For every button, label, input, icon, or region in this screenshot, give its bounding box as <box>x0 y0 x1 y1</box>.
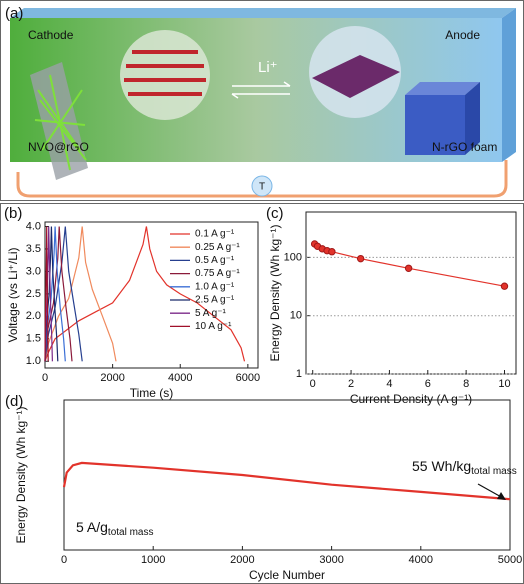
line <box>44 226 66 362</box>
panel-a: (a) Cathode Anode Li⁺ NVO@rGO N-rGO foam… <box>0 0 524 201</box>
arrow-head <box>231 93 239 99</box>
line <box>44 226 53 362</box>
x-tick-label: 0 <box>61 554 67 566</box>
graphene-sheet <box>312 55 400 98</box>
x-tick-label: 0 <box>42 372 48 384</box>
y-tick-label: 100 <box>284 251 302 263</box>
annotation: 5 A/gtotal mass <box>76 519 154 538</box>
legend-label: 0.25 A g⁻¹ <box>195 242 240 253</box>
plot-area <box>305 211 517 375</box>
y-tick-label: 3.0 <box>26 265 41 277</box>
x-tick-label: 6 <box>425 378 431 390</box>
label: T <box>259 182 265 193</box>
x-tick-label: 1000 <box>141 554 165 566</box>
annotation-subscript: total mass <box>471 466 517 477</box>
x-tick-label: 5000 <box>498 554 522 566</box>
annotation: 55 Wh/kgtotal mass <box>412 458 517 477</box>
legend-label: 2.5 A g⁻¹ <box>195 295 235 306</box>
x-tick-label: 2000 <box>230 554 254 566</box>
legend-label: 1.0 A g⁻¹ <box>195 281 235 292</box>
line <box>44 226 246 362</box>
label: Li⁺ <box>258 59 278 76</box>
y-axis-label: Energy Density (Wh kg⁻¹) <box>268 224 282 361</box>
arrow-head <box>283 81 291 87</box>
x-axis-label: Current Density (A g⁻¹) <box>350 392 472 406</box>
y-tick-label: 10 <box>290 310 302 322</box>
line <box>44 226 117 362</box>
legend-label: 0.1 A g⁻¹ <box>195 229 235 240</box>
panel-label: (a) <box>5 5 23 22</box>
plot-area <box>44 221 259 369</box>
line <box>44 226 83 362</box>
plot-area <box>63 399 511 551</box>
legend-label: 0.75 A g⁻¹ <box>195 268 240 279</box>
label: N-rGO foam <box>432 140 497 154</box>
annotation-text: 55 Wh/kg <box>412 458 471 474</box>
legend-label: 0.5 A g⁻¹ <box>195 255 235 266</box>
y-tick-label: 2.0 <box>26 310 41 322</box>
y-tick-label: 2.5 <box>26 288 41 300</box>
x-tick-label: 4 <box>386 378 392 390</box>
layers <box>124 50 206 96</box>
line <box>44 226 49 362</box>
foam-top <box>405 82 480 95</box>
annotation-subscript: total mass <box>108 527 154 538</box>
line <box>62 461 511 501</box>
point <box>356 254 365 263</box>
legend-label: 5 A g⁻¹ <box>195 308 227 319</box>
x-tick-label: 0 <box>310 378 316 390</box>
x-axis-label: Cycle Number <box>249 568 325 582</box>
y-tick-label: 4.0 <box>26 220 41 232</box>
annotation-text: 5 A/g <box>76 519 108 535</box>
x-tick-label: 6000 <box>236 372 260 384</box>
y-axis-label: Voltage (vs Li⁺/Li) <box>6 247 20 342</box>
legend-label: 10 A g⁻¹ <box>195 321 232 332</box>
box-top <box>10 8 516 18</box>
y-axis-label: Energy Density (Wh kg⁻¹) <box>14 406 28 543</box>
x-tick-label: 4000 <box>168 372 192 384</box>
y-tick-label: 1.0 <box>26 355 41 367</box>
cathode-zoom <box>120 30 210 120</box>
label: Anode <box>445 28 480 42</box>
x-tick-label: 8 <box>463 378 469 390</box>
bulb <box>251 175 273 197</box>
panel-label: (b) <box>4 205 22 222</box>
x-tick-label: 2000 <box>100 372 124 384</box>
x-tick-label: 10 <box>498 378 510 390</box>
panel-label: (c) <box>266 205 284 222</box>
x-tick-label: 4000 <box>409 554 433 566</box>
x-tick-label: 2 <box>348 378 354 390</box>
y-tick-label: 1 <box>296 368 302 380</box>
label: NVO@rGO <box>28 140 89 154</box>
box-side <box>502 8 516 162</box>
foam-side <box>465 82 480 155</box>
arrow <box>477 483 504 499</box>
point <box>404 264 413 272</box>
arrow-head <box>497 492 506 500</box>
point <box>328 248 336 256</box>
y-tick-label: 3.5 <box>26 243 41 255</box>
label: Cathode <box>28 28 74 42</box>
foam-cube <box>405 95 465 155</box>
line <box>44 226 73 362</box>
point <box>500 282 509 290</box>
panel-label: (d) <box>5 393 23 410</box>
nanowires <box>34 74 87 171</box>
y-tick-label: 1.5 <box>26 333 41 345</box>
x-axis-label: Time (s) <box>130 386 174 400</box>
x-tick-label: 3000 <box>319 554 343 566</box>
